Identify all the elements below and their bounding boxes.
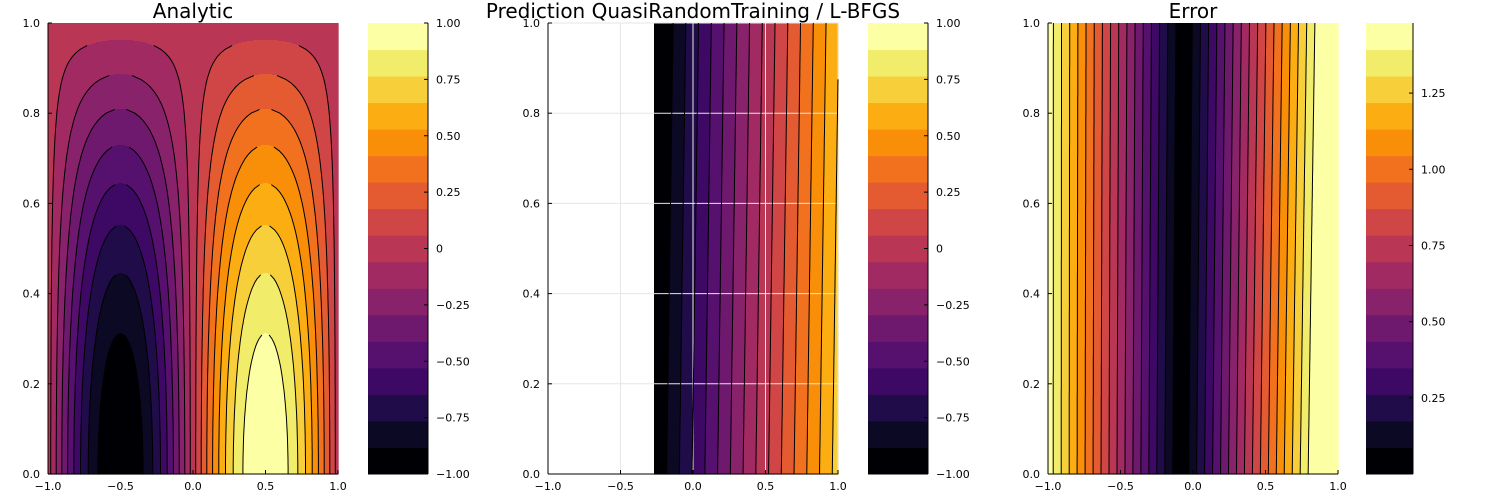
contour-fill xyxy=(48,23,339,475)
plot-panel-1: −1.0 −0.5 0.0 0.5 1.00.00.20.40.60.81.0Analy… xyxy=(23,0,470,493)
